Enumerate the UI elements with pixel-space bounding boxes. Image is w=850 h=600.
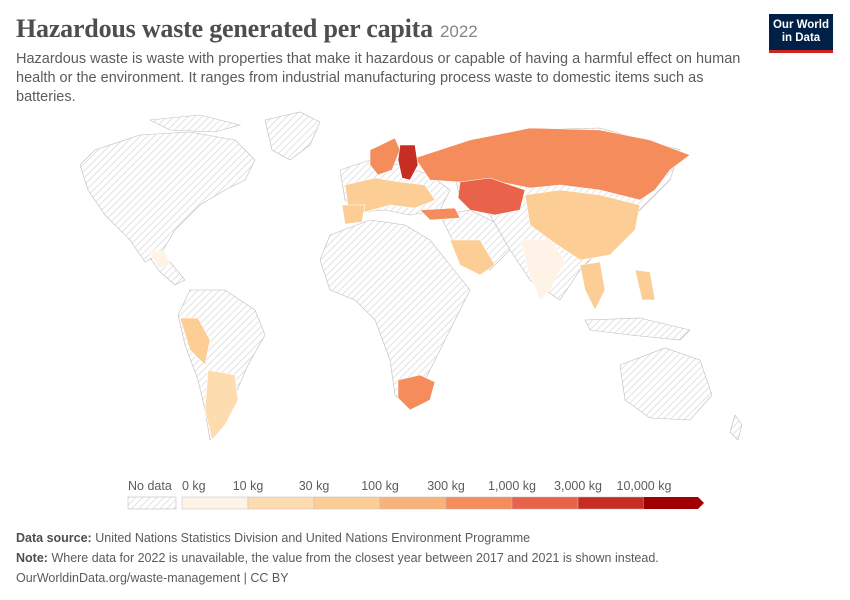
map-africa[interactable] (319, 219, 471, 406)
map-iberia[interactable] (341, 204, 366, 225)
legend-bin-5[interactable] (511, 496, 579, 510)
map-saudi-arabia[interactable] (449, 239, 496, 276)
map-indonesia[interactable] (584, 317, 691, 341)
map-peru[interactable] (179, 317, 211, 366)
legend-tick-label-6: 3,000 kg (554, 479, 602, 493)
logo-line-1: Our World (772, 19, 829, 31)
legend-bin-3[interactable] (379, 496, 447, 510)
map-mexico[interactable] (147, 249, 171, 269)
chart-subtitle: Hazardous waste is waste with properties… (16, 51, 741, 105)
footer-credit[interactable]: OurWorldinData.org/waste-management | CC… (16, 571, 289, 585)
legend-tick-label-4: 300 kg (427, 479, 465, 493)
title-row: Hazardous waste generated per capita 202… (16, 14, 756, 44)
map-north-america[interactable] (79, 131, 256, 263)
map-finland[interactable] (397, 144, 419, 181)
map-new-zealand[interactable] (729, 414, 743, 441)
legend-tick-label-7: 10,000 kg (617, 479, 672, 493)
map-southeast-asia[interactable] (579, 261, 606, 311)
legend-bins: 0 kg 10 kg 30 kg 100 kg 300 kg 1,000 kg 3,000 … (181, 479, 704, 510)
legend-svg: No data 0 kg 10 kg 30 kg 100 kg 300 kg 1,000 … (127, 479, 704, 510)
footer-note-label: Note: (16, 551, 48, 565)
footer-note: Note: Where data for 2022 is unavailable… (16, 548, 659, 568)
map-china[interactable] (524, 189, 641, 261)
map-greenland[interactable] (264, 111, 321, 161)
legend-bin-0[interactable] (181, 496, 249, 510)
map-australia[interactable] (619, 347, 713, 421)
chart-title: Hazardous waste generated per capita (16, 14, 433, 43)
legend-tick-label-3: 100 kg (361, 479, 399, 493)
logo-line-2: in Data (781, 32, 821, 44)
legend-bin-7[interactable] (644, 497, 704, 509)
legend-no-data-swatch[interactable] (127, 496, 177, 510)
legend-bin-6[interactable] (577, 496, 645, 510)
legend-tick-label-5: 1,000 kg (488, 479, 536, 493)
legend-tick-label-0: 0 kg (182, 479, 206, 493)
map-argentina[interactable] (204, 369, 239, 441)
legend-bin-2[interactable] (313, 496, 381, 510)
map-legend: No data 0 kg 10 kg 30 kg 100 kg 300 kg 1,000 … (0, 470, 850, 515)
legend-bin-4[interactable] (445, 496, 513, 510)
map-india[interactable] (519, 239, 566, 301)
footer-source-label: Data source: (16, 531, 92, 545)
chart-header: Hazardous waste generated per capita 202… (16, 14, 756, 107)
map-scandinavia[interactable] (369, 137, 401, 176)
map-philippines[interactable] (634, 269, 656, 301)
map-kazakhstan[interactable] (457, 177, 526, 216)
map-turkey[interactable] (419, 207, 461, 221)
map-south-africa[interactable] (397, 374, 436, 411)
legend-no-data-label: No data (128, 479, 172, 493)
owid-logo[interactable]: Our World in Data (769, 14, 833, 53)
world-map[interactable] (0, 105, 850, 465)
chart-footer: Data source: United Nations Statistics D… (16, 528, 659, 588)
chart-year[interactable]: 2022 (439, 22, 478, 41)
footer-source: Data source: United Nations Statistics D… (16, 528, 659, 548)
legend-tick-label-1: 10 kg (233, 479, 264, 493)
map-canada-arctic[interactable] (148, 114, 242, 133)
footer-note-text: Where data for 2022 is unavailable, the … (51, 551, 659, 565)
legend-bin-1[interactable] (247, 496, 315, 510)
footer-source-text: United Nations Statistics Division and U… (95, 531, 531, 545)
legend-tick-label-2: 30 kg (299, 479, 330, 493)
